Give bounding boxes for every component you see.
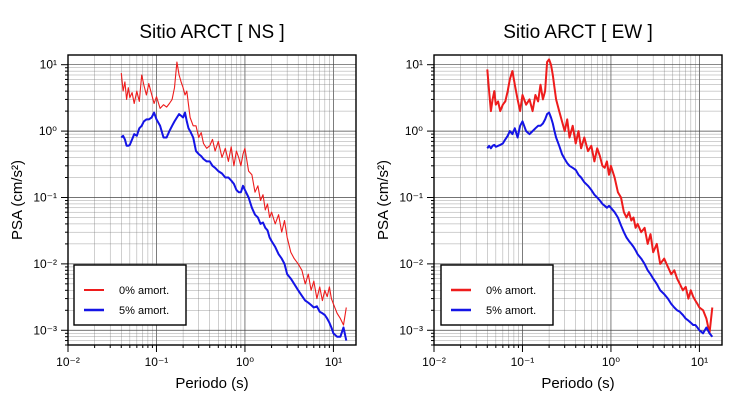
- y-tick-label: 10¹: [40, 58, 57, 72]
- y-tick-label: 10⁻³: [33, 323, 57, 337]
- y-tick-label: 10⁻¹: [399, 190, 423, 204]
- legend-box: [440, 264, 554, 326]
- legend-label-0pct: 0% amort.: [119, 285, 169, 297]
- series-group: [120, 61, 348, 341]
- series-line-0pct-amort: [486, 58, 714, 335]
- legend-box: [73, 264, 187, 326]
- y-tick-label: 10⁰: [39, 124, 57, 138]
- legend: 0% amort. 5% amort.: [440, 264, 554, 326]
- chart-panel-ns: Sitio ARCT [ NS ] PSA (cm/s²) Periodo (s…: [9, 22, 357, 392]
- y-tick-label: 10¹: [406, 58, 423, 72]
- y-axis-label: PSA (cm/s²): [375, 160, 392, 240]
- x-tick-label: 10¹: [325, 355, 342, 369]
- chart-panel-ew: Sitio ARCT [ EW ] PSA (cm/s²) Periodo (s…: [375, 22, 723, 392]
- x-tick-label: 10⁰: [602, 355, 620, 369]
- x-tick-label: 10¹: [691, 355, 708, 369]
- x-tick-label: 10⁻¹: [145, 355, 169, 369]
- plot-frame: [67, 54, 357, 346]
- y-tick-label: 10⁻²: [399, 257, 423, 271]
- y-tick-label: 10⁻¹: [33, 190, 57, 204]
- x-tick-label: 10⁰: [236, 355, 254, 369]
- y-tick-label: 10⁰: [405, 124, 423, 138]
- series-line-0pct-amort: [120, 61, 347, 326]
- chart-title: Sitio ARCT [ NS ]: [139, 22, 284, 43]
- legend-label-5pct: 5% amort.: [119, 305, 169, 317]
- y-tick-label: 10⁻³: [399, 323, 423, 337]
- x-axis-label: Periodo (s): [175, 375, 248, 392]
- x-axis-label: Periodo (s): [541, 375, 614, 392]
- series-line-5pct-amort: [486, 111, 714, 338]
- tick-labels: 10⁻² 10⁻¹ 10⁰ 10¹ 10⁻³ 10⁻² 10⁻¹ 10⁰ 10¹: [33, 58, 342, 369]
- x-tick-label: 10⁻²: [56, 355, 80, 369]
- legend-label-5pct: 5% amort.: [486, 305, 536, 317]
- x-tick-label: 10⁻²: [422, 355, 446, 369]
- chart-title: Sitio ARCT [ EW ]: [503, 22, 653, 43]
- series-line-5pct-amort: [120, 111, 348, 341]
- y-tick-label: 10⁻²: [33, 257, 57, 271]
- legend-label-0pct: 0% amort.: [486, 285, 536, 297]
- legend: 0% amort. 5% amort.: [73, 264, 187, 326]
- x-tick-label: 10⁻¹: [511, 355, 535, 369]
- ticks: [61, 64, 334, 352]
- plot-frame: [433, 54, 723, 346]
- series-group: [486, 58, 714, 338]
- y-axis-label: PSA (cm/s²): [9, 160, 26, 240]
- tick-labels: 10⁻² 10⁻¹ 10⁰ 10¹ 10⁻³ 10⁻² 10⁻¹ 10⁰ 10¹: [399, 58, 708, 369]
